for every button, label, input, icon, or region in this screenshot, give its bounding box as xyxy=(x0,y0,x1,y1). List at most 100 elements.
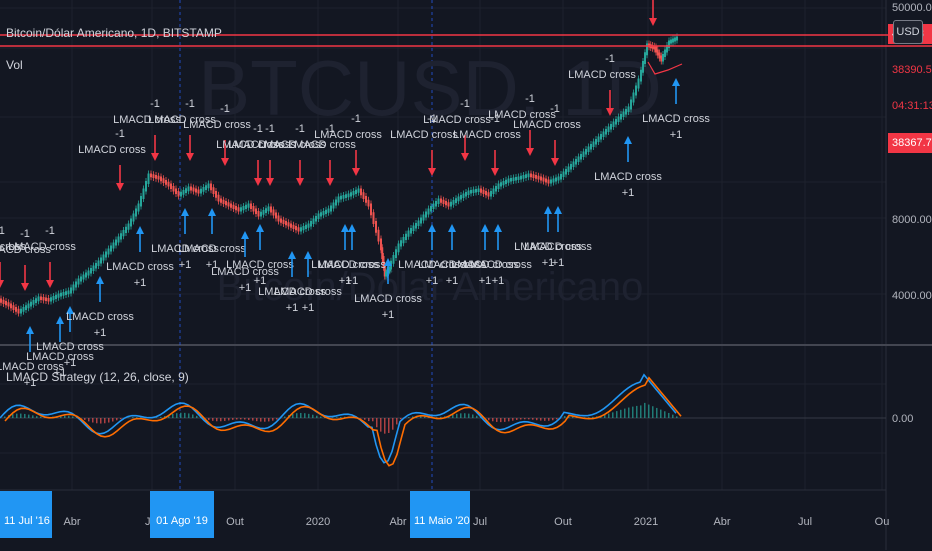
macd-histogram-bar xyxy=(104,418,106,423)
candle-body xyxy=(15,307,17,312)
currency-button[interactable]: USD xyxy=(893,20,923,44)
cross-label: LMACD cross xyxy=(568,69,636,81)
candle-body xyxy=(35,298,37,303)
candle-body xyxy=(148,174,150,185)
symbol-title[interactable]: Bitcoin/Dólar Americano, 1D, BITSTAMP xyxy=(6,26,222,40)
sell-arrow-head xyxy=(649,18,657,26)
macd-histogram-bar xyxy=(304,413,306,418)
candle-body xyxy=(205,185,207,190)
candle-body xyxy=(55,295,57,299)
candle-body xyxy=(60,293,62,297)
candle-body xyxy=(140,196,142,207)
candle-body xyxy=(498,184,500,190)
macd-histogram-bar xyxy=(192,414,194,418)
candle-body xyxy=(453,200,455,205)
price-tick-4000: 4000.00 xyxy=(892,290,932,302)
indicator-title[interactable]: LMACD Strategy (12, 26, close, 9) xyxy=(6,370,189,384)
candle-body xyxy=(28,304,30,309)
macd-histogram-bar xyxy=(84,418,86,420)
volume-legend[interactable]: Vol xyxy=(6,58,23,72)
candle-body xyxy=(40,297,42,301)
candle-body xyxy=(458,197,460,202)
candle-body xyxy=(313,219,315,225)
candle-body xyxy=(130,219,132,227)
candle-body xyxy=(488,192,490,196)
candle-body xyxy=(433,204,435,210)
sell-arrow-head xyxy=(46,280,54,288)
macd-histogram-bar xyxy=(372,418,374,421)
cross-label: LMACD cross xyxy=(524,241,592,253)
macd-histogram-bar xyxy=(528,418,530,419)
macd-histogram-bar xyxy=(468,414,470,418)
candle-body xyxy=(398,244,400,253)
candle-body xyxy=(108,249,110,255)
candle-body xyxy=(50,297,52,301)
cross-label: LMACD cross xyxy=(106,261,174,273)
candle-body xyxy=(5,301,7,305)
cross-label: LMACD cross xyxy=(8,241,76,253)
time-tick-label: Abr xyxy=(389,516,406,528)
candle-body xyxy=(120,233,122,239)
candle-body xyxy=(363,192,365,199)
candle-body xyxy=(315,216,317,222)
candle-body xyxy=(248,204,250,208)
candle-body xyxy=(183,190,185,195)
candle-body xyxy=(664,50,666,58)
candle-body xyxy=(143,189,145,200)
buy-arrow-head xyxy=(304,251,312,259)
candle-body xyxy=(580,154,582,160)
candle-body xyxy=(63,292,65,296)
sell-signal-label: -1 xyxy=(351,113,361,125)
macd-histogram-bar xyxy=(472,414,474,418)
macd-histogram-bar xyxy=(108,418,110,423)
candle-body xyxy=(128,224,130,230)
macd-histogram-bar xyxy=(640,405,642,418)
candle-body xyxy=(303,226,305,230)
candle-body xyxy=(543,178,545,182)
candle-body xyxy=(420,218,422,224)
macd-histogram-bar xyxy=(624,409,626,418)
buy-arrow-head xyxy=(341,224,349,232)
buy-arrow-head xyxy=(554,206,562,214)
candle-body xyxy=(523,175,525,179)
candle-body xyxy=(533,174,535,178)
candle-body xyxy=(318,214,320,220)
sell-signal-label: -1 xyxy=(150,98,160,110)
macd-histogram-bar xyxy=(340,417,342,418)
candle-body xyxy=(418,221,420,227)
candle-body xyxy=(100,258,102,264)
candle-body xyxy=(525,174,527,178)
macd-histogram-bar xyxy=(456,414,458,418)
macd-histogram-bar xyxy=(588,417,590,418)
macd-histogram-bar xyxy=(676,416,678,418)
candle-body xyxy=(676,37,678,41)
candle-body xyxy=(220,199,222,203)
macd-histogram-bar xyxy=(244,418,246,420)
macd-histogram-bar xyxy=(240,418,242,419)
candle-body xyxy=(445,201,447,205)
candle-body xyxy=(490,191,492,197)
candle-body xyxy=(628,107,630,113)
candle-body xyxy=(235,206,237,210)
macd-histogram-bar xyxy=(532,418,534,420)
candle-body xyxy=(103,255,105,261)
sell-arrow-head xyxy=(491,168,499,176)
candle-body xyxy=(58,294,60,298)
candle-body xyxy=(25,305,27,310)
candle-body xyxy=(48,298,50,302)
candle-body xyxy=(325,210,327,214)
buy-arrow-head xyxy=(428,224,436,232)
cross-label: LMACD cross xyxy=(66,311,134,323)
macd-histogram-bar xyxy=(332,417,334,418)
macd-histogram-bar xyxy=(116,418,118,420)
cross-label: LMACD cross xyxy=(594,171,662,183)
candle-body xyxy=(170,184,172,190)
macd-histogram-bar xyxy=(616,411,618,418)
candle-body xyxy=(662,54,664,62)
candle-body xyxy=(638,79,640,89)
sell-signal-label: -1 xyxy=(20,228,30,240)
candle-body xyxy=(133,214,135,222)
candle-body xyxy=(443,200,445,204)
